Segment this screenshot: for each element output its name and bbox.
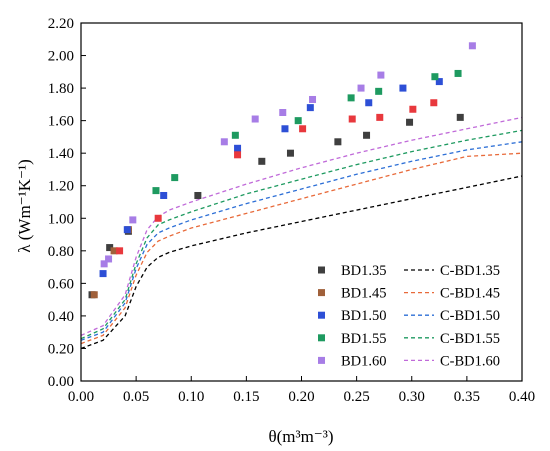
point-BD-red <box>154 214 162 222</box>
point-BD1.35 <box>406 118 414 126</box>
y-tick-label: 0.20 <box>48 341 74 357</box>
x-tick-label: 0.35 <box>454 389 480 405</box>
legend-label: BD1.45 <box>341 286 387 302</box>
point-BD1.45 <box>110 247 118 255</box>
point-BD1.55 <box>454 69 462 77</box>
point-BD1.55 <box>171 174 179 182</box>
x-tick-label: 0.15 <box>233 389 259 405</box>
point-BD1.60 <box>105 255 113 263</box>
point-BD-red <box>409 105 417 113</box>
point-BD1.60 <box>220 138 228 146</box>
point-BD-red <box>299 125 307 133</box>
legend-label: C-BD1.45 <box>440 286 500 302</box>
y-tick-label: 1.60 <box>48 114 74 130</box>
point-BD1.35 <box>363 131 371 139</box>
x-tick-label: 0.30 <box>399 389 425 405</box>
y-tick-label: 1.40 <box>48 146 74 162</box>
curve-C-BD1.45 <box>80 152 523 345</box>
legend-label: C-BD1.55 <box>440 331 500 347</box>
curve-C-BD1.35 <box>80 175 523 350</box>
point-BD1.60 <box>100 260 108 268</box>
y-tick-label: 2.00 <box>48 49 74 65</box>
point-BD-red <box>376 113 384 121</box>
point-BD1.55 <box>375 87 383 95</box>
legend-label: BD1.60 <box>341 353 387 369</box>
legend-label: C-BD1.50 <box>440 308 500 324</box>
x-tick-label: 0.05 <box>123 389 149 405</box>
y-tick-label: 1.20 <box>48 179 74 195</box>
tick-labels: 0.00 0.05 0.10 0.15 0.20 0.25 0.30 0.35 0.40 0.00… <box>48 16 535 405</box>
point-BD1.60 <box>251 115 259 123</box>
point-BD-red <box>234 151 242 159</box>
x-tick-label: 0.00 <box>68 389 94 405</box>
measured-points <box>88 42 476 299</box>
y-axis-title: λ (Wm⁻¹K⁻¹) <box>15 159 34 253</box>
point-BD1.55 <box>152 187 160 195</box>
point-BD1.35 <box>106 244 114 252</box>
point-BD1.50 <box>281 125 289 133</box>
point-BD1.50 <box>160 191 168 199</box>
point-BD1.55 <box>231 131 239 139</box>
legend-label: BD1.50 <box>341 308 387 324</box>
point-BD-red <box>348 115 356 123</box>
y-tick-label: 1.00 <box>48 211 74 227</box>
legend-label: BD1.55 <box>341 331 387 347</box>
legend-marker <box>318 334 325 342</box>
point-BD1.50 <box>234 144 242 152</box>
x-axis-title: θ(m³m⁻³) <box>268 427 333 446</box>
curve-C-BD1.60 <box>80 116 523 336</box>
point-BD-red <box>116 247 124 255</box>
point-BD1.35 <box>194 191 202 199</box>
point-BD1.50 <box>123 226 131 234</box>
point-BD1.60 <box>468 42 476 50</box>
point-BD-red <box>430 99 438 107</box>
legend-marker <box>318 356 325 364</box>
point-BD1.60 <box>309 95 317 103</box>
x-tick-label: 0.10 <box>178 389 204 405</box>
fitted-curves <box>80 116 523 350</box>
y-tick-label: 0.60 <box>48 276 74 292</box>
point-BD1.50 <box>435 78 443 86</box>
point-BD1.50 <box>365 99 373 107</box>
y-tick-label: 2.20 <box>48 16 74 32</box>
legend-label: C-BD1.60 <box>440 353 500 369</box>
point-BD1.60 <box>357 84 365 92</box>
point-BD1.50 <box>306 104 314 112</box>
curve-C-BD1.50 <box>80 141 523 341</box>
point-BD1.35 <box>258 157 266 165</box>
point-BD1.50 <box>99 270 107 278</box>
point-BD1.45 <box>90 291 98 299</box>
legend: BD1.35 C-BD1.35 BD1.45 C-BD1.45 BD1.50 C-BD1.… <box>318 263 500 369</box>
x-tick-label: 0.20 <box>288 389 314 405</box>
point-BD1.55 <box>347 94 355 102</box>
y-tick-label: 0.80 <box>48 244 74 260</box>
point-BD1.35 <box>334 138 342 146</box>
point-BD1.55 <box>431 73 439 81</box>
x-tick-label: 0.40 <box>509 389 535 405</box>
y-tick-label: 1.80 <box>48 81 74 97</box>
legend-marker <box>318 289 325 297</box>
y-tick-label: 0.00 <box>48 374 74 390</box>
x-tick-label: 0.25 <box>344 389 370 405</box>
point-BD1.35 <box>456 113 464 121</box>
point-BD1.60 <box>377 71 385 79</box>
point-BD1.35 <box>286 149 294 157</box>
legend-label: BD1.35 <box>341 263 387 279</box>
point-BD1.60 <box>279 109 287 116</box>
y-tick-label: 0.40 <box>48 309 74 325</box>
legend-label: C-BD1.35 <box>440 263 500 279</box>
tick-marks <box>80 22 523 382</box>
point-BD1.55 <box>294 117 302 125</box>
point-BD1.50 <box>399 84 407 92</box>
legend-marker <box>318 266 325 274</box>
point-BD1.60 <box>129 216 137 224</box>
legend-marker <box>318 311 325 319</box>
